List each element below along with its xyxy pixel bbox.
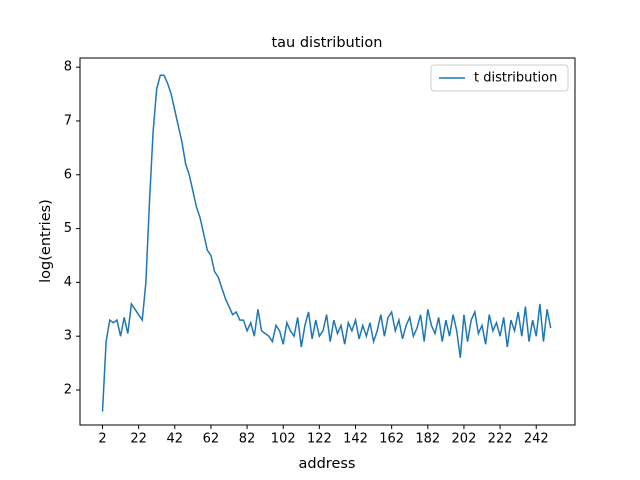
x-tick-label: 122	[307, 432, 332, 447]
x-tick-label: 222	[488, 432, 513, 447]
data-line	[101, 74, 552, 412]
x-tick-label: 62	[203, 432, 220, 447]
legend-label: t distribution	[474, 71, 557, 86]
y-tick-label: 7	[64, 113, 72, 128]
x-tick-label: 102	[271, 432, 296, 447]
axes-frame	[79, 57, 576, 426]
legend-box	[430, 64, 569, 92]
y-tick-label: 8	[64, 60, 72, 75]
x-tick-label: 162	[379, 432, 404, 447]
x-tick-label: 42	[167, 432, 184, 447]
y-tick-label: 4	[64, 275, 72, 290]
y-tick-label: 6	[64, 167, 72, 182]
x-axis-label: address	[299, 456, 356, 472]
y-axis-label: log(entries)	[38, 199, 54, 283]
y-tick-label: 3	[64, 329, 72, 344]
x-tick-label: 242	[524, 432, 549, 447]
y-tick-label: 5	[64, 221, 72, 236]
x-tick-label: 202	[452, 432, 477, 447]
y-tick-label: 2	[64, 383, 72, 398]
x-tick-label: 182	[415, 432, 440, 447]
chart-title: tau distribution	[271, 35, 382, 51]
x-tick-label: 2	[98, 432, 106, 447]
x-tick-label: 22	[130, 432, 147, 447]
x-tick-label: 142	[343, 432, 368, 447]
x-tick-label: 82	[239, 432, 256, 447]
